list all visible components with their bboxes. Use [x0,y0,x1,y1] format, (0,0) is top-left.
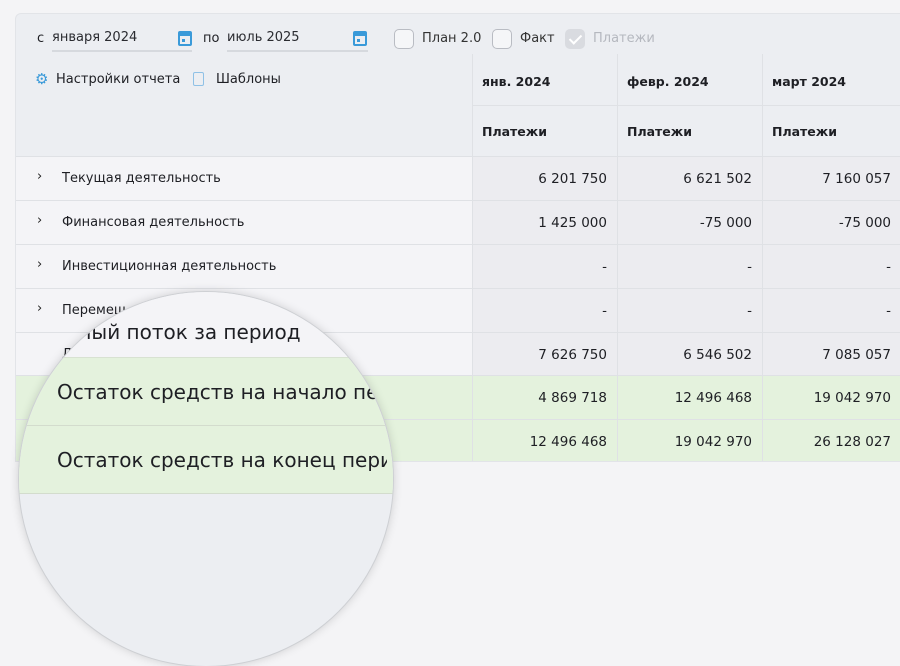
table-cell: - [762,289,900,332]
row-label: Финансовая деятельность [62,215,245,230]
table-row[interactable]: › Текущая деятельность 6 201 750 6 621 502 7… [16,156,900,200]
report-settings-label: Настройки отчета [56,72,181,87]
document-icon [193,72,204,86]
column-subheader: Платежи [627,124,692,139]
calendar-icon[interactable] [178,31,192,46]
table-cell: 7 085 057 [762,333,900,376]
column-subheader: Платежи [772,124,837,139]
magnifier-overlay: Денежный поток за период Остаток средств… [19,292,393,666]
gear-icon: ⚙ [35,70,49,88]
table-row[interactable]: › Финансовая деятельность 1 425 000 -75 000… [16,200,900,244]
table-cell: 7 160 057 [762,157,900,200]
table-cell: 6 546 502 [617,333,762,376]
date-to-input[interactable]: июль 2025 [227,26,368,52]
chevron-right-icon[interactable]: › [37,257,43,272]
table-cell: -75 000 [617,201,762,244]
table-cell: - [472,289,617,332]
table-cell: 19 042 970 [762,376,900,419]
table-cell: 7 626 750 [472,333,617,376]
row-label: Текущая деятельность [62,171,221,186]
from-label: с [37,31,45,46]
table-cell: 4 869 718 [472,376,617,419]
chevron-right-icon[interactable]: › [37,169,43,184]
table-cell: 6 621 502 [617,157,762,200]
checkbox-label: Факт [520,31,555,46]
column-header: февр. 2024 Платежи [617,54,763,156]
checkbox-box[interactable] [394,29,414,49]
column-header: март 2024 Платежи [762,54,900,156]
table-cell: 1 425 000 [472,201,617,244]
magnified-row-label: Остаток средств на конец периода [57,449,387,471]
table-cell: - [617,289,762,332]
table-cell: - [617,245,762,288]
magnified-row-label: Денежный поток за период [19,321,301,343]
table-cell: 26 128 027 [762,420,900,461]
to-label: по [203,31,220,46]
column-month: янв. 2024 [482,74,551,89]
checkbox-label: План 2.0 [422,31,482,46]
column-header: янв. 2024 Платежи [472,54,618,156]
table-cell: 19 042 970 [617,420,762,461]
table-cell: - [762,245,900,288]
column-month: февр. 2024 [627,74,709,89]
calendar-icon[interactable] [353,31,367,46]
table-cell: - [472,245,617,288]
checkbox-label: Платежи [593,31,655,46]
table-cell: 12 496 468 [472,420,617,461]
magnified-row-label: Остаток средств на начало периода [57,381,387,403]
table-cell: -75 000 [762,201,900,244]
table-cell: 12 496 468 [617,376,762,419]
column-subheader: Платежи [482,124,547,139]
templates-label: Шаблоны [216,72,281,87]
checkbox-box [565,29,585,49]
chevron-right-icon[interactable]: › [37,213,43,228]
row-label: Инвестиционная деятельность [62,259,277,274]
checkbox-box[interactable] [492,29,512,49]
table-cell: 6 201 750 [472,157,617,200]
table-row[interactable]: › Инвестиционная деятельность - - - [16,244,900,288]
date-from-input[interactable]: января 2024 [52,26,192,52]
column-month: март 2024 [772,74,846,89]
